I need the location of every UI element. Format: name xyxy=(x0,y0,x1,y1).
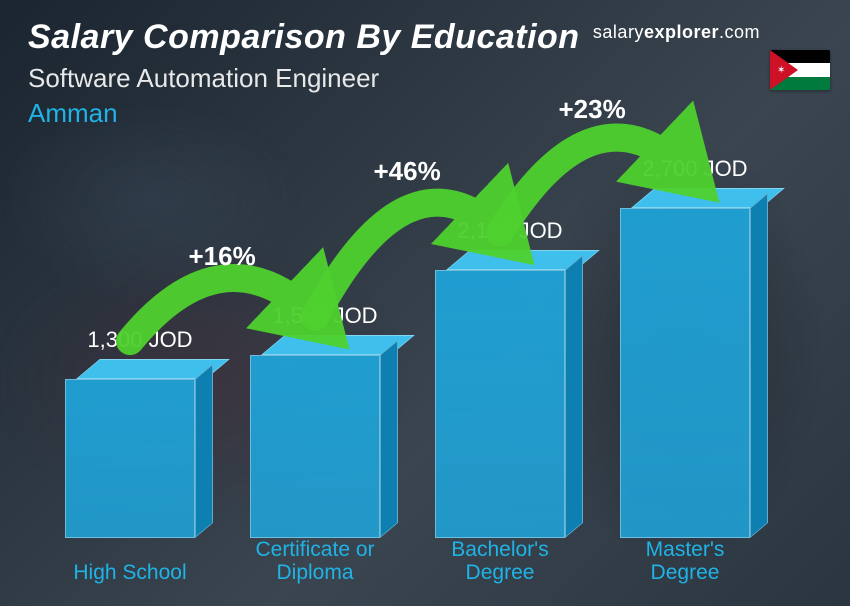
bar-side xyxy=(565,255,583,538)
bar-side xyxy=(195,364,213,538)
bar-front xyxy=(65,379,195,538)
bar-category-label: Master'sDegree xyxy=(595,538,775,584)
bar-slot: 2,700 JODMaster'sDegree xyxy=(620,208,750,538)
bar-value: 1,500 JOD xyxy=(235,303,415,329)
bar-front xyxy=(435,270,565,538)
bar-side xyxy=(380,340,398,538)
brand-logo: salaryexplorer.com xyxy=(593,22,760,43)
flag-star-icon: ✶ xyxy=(777,65,785,76)
bar-category-label: Bachelor'sDegree xyxy=(410,538,590,584)
location: Amman xyxy=(28,98,580,129)
bar-value: 1,300 JOD xyxy=(50,327,230,353)
bar-side xyxy=(750,193,768,538)
bar-category-label: Certificate orDiploma xyxy=(225,538,405,584)
flag-icon: ✶ xyxy=(770,50,830,90)
title: Salary Comparison By Education xyxy=(28,18,580,57)
subtitle: Software Automation Engineer xyxy=(28,63,580,94)
bar-front xyxy=(250,355,380,538)
bar-value: 2,700 JOD xyxy=(605,156,785,182)
brand-suffix: .com xyxy=(719,22,760,42)
bar-slot: 1,300 JODHigh School xyxy=(65,379,195,538)
bar-category-label: High School xyxy=(40,561,220,584)
increase-percent: +16% xyxy=(189,241,256,272)
bar-chart: 1,300 JODHigh School1,500 JODCertificate… xyxy=(55,144,795,584)
bar-value: 2,190 JOD xyxy=(420,218,600,244)
bar-front xyxy=(620,208,750,538)
bar-slot: 2,190 JODBachelor'sDegree xyxy=(435,270,565,538)
bar-slot: 1,500 JODCertificate orDiploma xyxy=(250,355,380,538)
brand-text-bold: explorer xyxy=(644,22,719,42)
header: Salary Comparison By Education Software … xyxy=(28,18,580,129)
increase-percent: +46% xyxy=(374,156,441,187)
brand-text-light: salary xyxy=(593,22,644,42)
